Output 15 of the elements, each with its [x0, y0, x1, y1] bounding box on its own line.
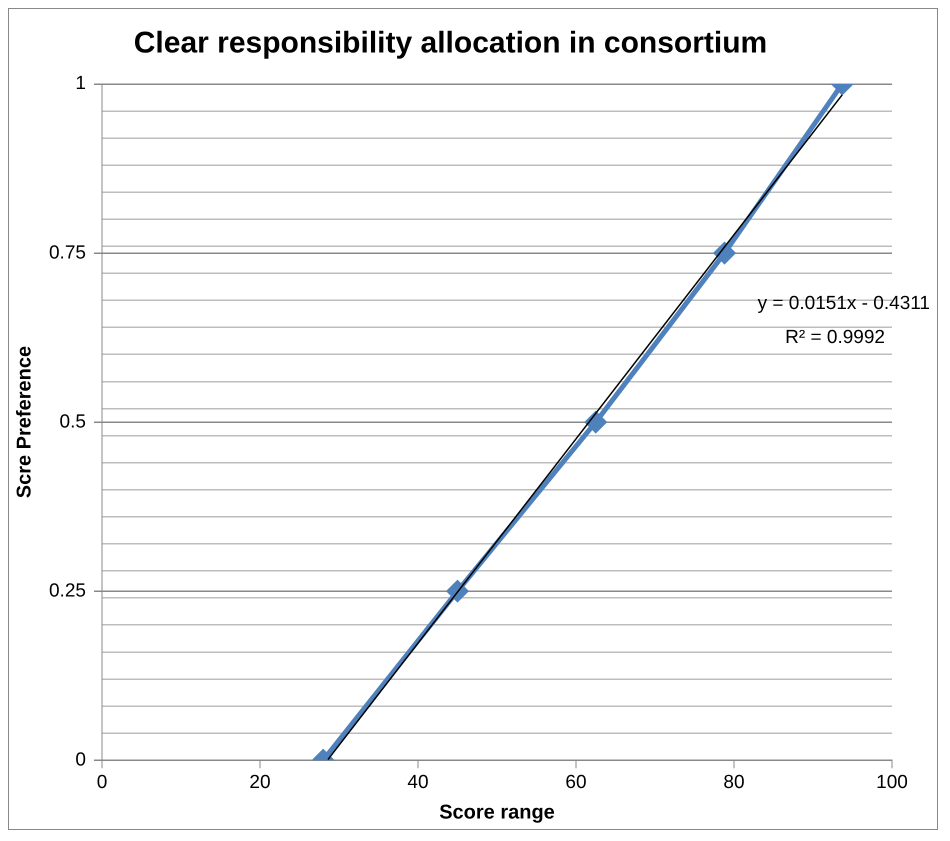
y-tick-label: 0	[75, 749, 86, 770]
y-tick-label: 1	[75, 73, 86, 94]
x-tick-label: 40	[407, 772, 429, 793]
y-axis-title: Scre Preference	[14, 346, 36, 498]
x-tick-label: 60	[565, 772, 587, 793]
chart-title: Clear responsibility allocation in consortium	[134, 26, 768, 60]
x-tick-label: 100	[876, 772, 908, 793]
y-tick-label: 0.5	[60, 411, 86, 432]
annotation: R² = 0.9992	[785, 327, 885, 348]
y-tick-label: 0.25	[48, 580, 86, 602]
x-tick-label: 80	[723, 772, 745, 793]
x-tick-label: 0	[96, 772, 108, 793]
y-tick-label: 0.75	[48, 242, 86, 264]
annotation: y = 0.0151x - 0.4311	[758, 293, 930, 314]
x-tick-label: 20	[249, 772, 271, 793]
